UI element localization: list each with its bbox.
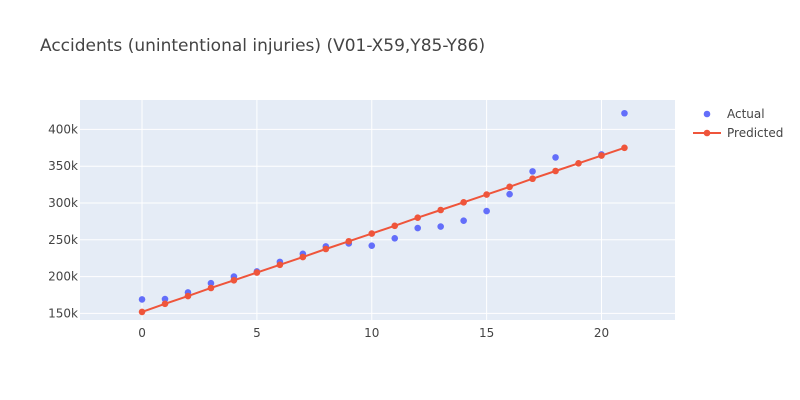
data-point-predicted[interactable] bbox=[460, 198, 467, 206]
y-tick-label: 150k bbox=[48, 306, 78, 320]
grid-lines bbox=[80, 100, 675, 320]
y-tick-label: 200k bbox=[48, 270, 78, 284]
data-point-predicted[interactable] bbox=[621, 144, 628, 152]
data-point-actual[interactable] bbox=[414, 224, 422, 232]
data-point-predicted[interactable] bbox=[437, 206, 444, 214]
x-axis-ticks: 0 5 10 15 20 bbox=[138, 326, 609, 340]
data-point-actual[interactable] bbox=[483, 207, 490, 215]
x-tick-label: 20 bbox=[594, 326, 609, 340]
data-point-actual[interactable] bbox=[391, 235, 399, 242]
x-tick-label: 5 bbox=[253, 326, 261, 340]
legend-marker-predicted bbox=[703, 129, 711, 137]
data-point-predicted[interactable] bbox=[506, 183, 513, 191]
data-point-predicted[interactable] bbox=[184, 292, 192, 300]
data-point-predicted[interactable] bbox=[161, 300, 169, 308]
y-tick-label: 300k bbox=[48, 196, 78, 210]
chart-title: Accidents (unintentional injuries) (V01-… bbox=[40, 36, 485, 56]
data-point-predicted[interactable] bbox=[483, 191, 490, 198]
x-tick-label: 15 bbox=[479, 326, 494, 340]
data-point-predicted[interactable] bbox=[138, 308, 146, 316]
data-point-actual[interactable] bbox=[552, 154, 559, 161]
data-point-actual[interactable] bbox=[161, 295, 169, 303]
data-point-actual[interactable] bbox=[621, 109, 628, 117]
data-point-predicted[interactable] bbox=[391, 222, 399, 230]
data-point-predicted[interactable] bbox=[575, 159, 582, 167]
series-predicted bbox=[138, 144, 628, 316]
data-point-predicted[interactable] bbox=[414, 214, 422, 222]
data-point-predicted[interactable] bbox=[299, 253, 307, 261]
data-point-predicted[interactable] bbox=[529, 175, 536, 183]
series-layer bbox=[138, 109, 628, 316]
data-point-actual[interactable] bbox=[437, 223, 444, 230]
y-tick-label: 400k bbox=[48, 122, 78, 136]
legend-item-predicted[interactable]: Predicted bbox=[693, 126, 783, 140]
data-point-predicted[interactable] bbox=[368, 230, 376, 237]
x-tick-label: 10 bbox=[364, 326, 379, 340]
data-point-actual[interactable] bbox=[207, 279, 215, 287]
data-point-predicted[interactable] bbox=[345, 237, 353, 245]
y-tick-label: 350k bbox=[48, 159, 78, 173]
plot-area bbox=[80, 100, 675, 320]
data-point-predicted[interactable] bbox=[276, 261, 284, 269]
data-point-predicted[interactable] bbox=[230, 276, 238, 284]
data-point-actual[interactable] bbox=[138, 296, 146, 303]
data-point-predicted[interactable] bbox=[598, 152, 605, 159]
legend-label-predicted: Predicted bbox=[727, 126, 783, 140]
data-point-predicted[interactable] bbox=[253, 269, 261, 276]
data-point-actual[interactable] bbox=[529, 168, 536, 175]
series-line-predicted bbox=[141, 146, 625, 313]
x-tick-label: 0 bbox=[138, 326, 146, 340]
data-point-actual[interactable] bbox=[506, 190, 513, 198]
data-point-actual[interactable] bbox=[460, 217, 467, 224]
data-point-predicted[interactable] bbox=[207, 284, 215, 292]
legend-label-actual: Actual bbox=[727, 107, 765, 121]
data-point-predicted[interactable] bbox=[322, 245, 330, 253]
legend-marker-actual bbox=[703, 110, 711, 118]
data-point-predicted[interactable] bbox=[552, 167, 559, 175]
legend-item-actual[interactable]: Actual bbox=[703, 107, 765, 121]
data-point-actual[interactable] bbox=[368, 242, 376, 249]
legend[interactable]: Actual Predicted bbox=[693, 107, 783, 140]
y-axis-ticks: 150k 200k 250k 300k 350k 400k bbox=[48, 122, 78, 320]
y-tick-label: 250k bbox=[48, 233, 78, 247]
